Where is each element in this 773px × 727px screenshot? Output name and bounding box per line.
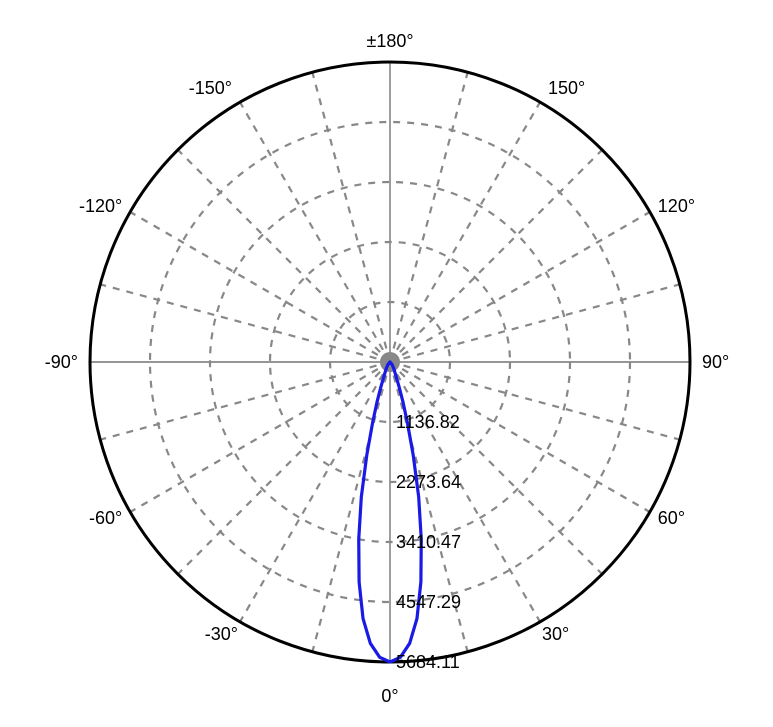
- angle-label: ±180°: [366, 31, 413, 51]
- angle-label: -90°: [45, 352, 78, 372]
- angle-label: -150°: [189, 78, 232, 98]
- angle-label: -30°: [205, 624, 238, 644]
- radial-tick-label: 5684.11: [396, 652, 460, 672]
- radial-tick-label: 3410.47: [396, 532, 461, 552]
- angle-label: 60°: [658, 508, 685, 528]
- radial-tick-label: 4547.29: [396, 592, 461, 612]
- polar-chart: ±180° -150° -120° -90° -60° -30° 0° 30° 60° 90° 12…: [0, 0, 773, 727]
- angle-label: -120°: [79, 196, 122, 216]
- angle-label: 150°: [548, 78, 585, 98]
- angle-label: 0°: [381, 686, 398, 706]
- angle-label: 90°: [702, 352, 729, 372]
- angle-label: 30°: [542, 624, 569, 644]
- angle-label: 120°: [658, 196, 695, 216]
- angle-label: -60°: [89, 508, 122, 528]
- radial-tick-label: 2273.64: [396, 472, 461, 492]
- radial-tick-label: 1136.82: [396, 412, 460, 432]
